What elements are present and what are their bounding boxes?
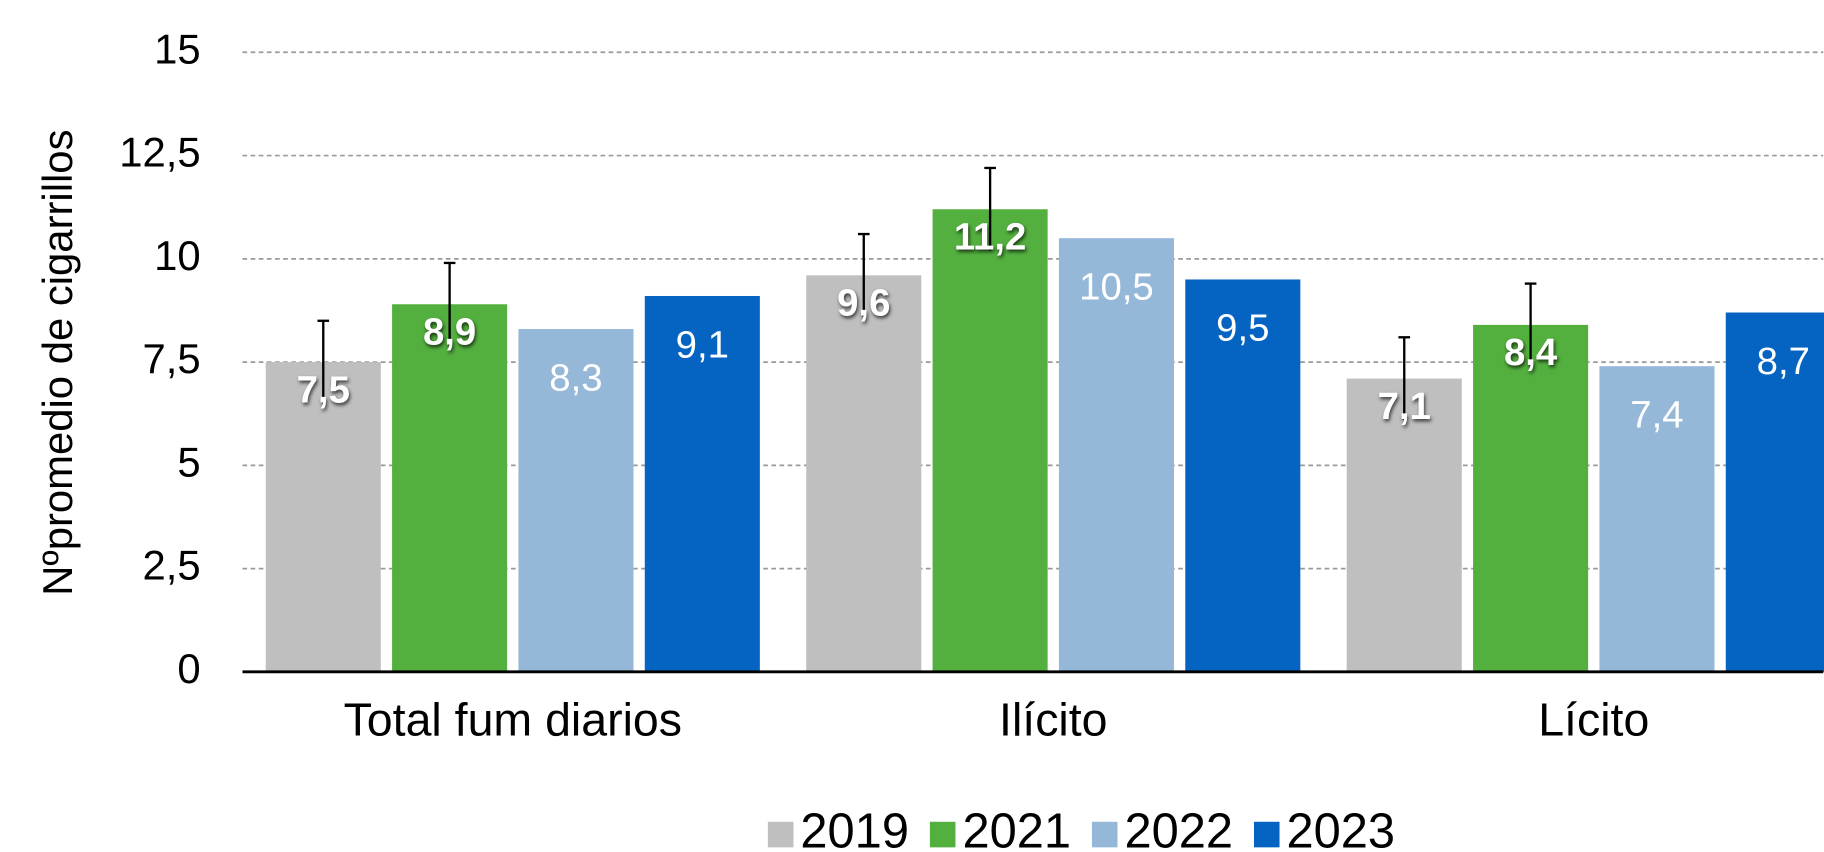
legend-swatch bbox=[767, 821, 794, 848]
value-label: 7,1 bbox=[1378, 385, 1431, 428]
value-label: 8,4 bbox=[1504, 331, 1558, 374]
y-tick-label: 2,5 bbox=[142, 542, 200, 589]
value-label: 8,3 bbox=[549, 356, 602, 399]
bar bbox=[806, 275, 922, 672]
y-tick-label: 7,5 bbox=[142, 335, 200, 382]
bar bbox=[392, 304, 508, 672]
value-label: 8,7 bbox=[1757, 340, 1810, 383]
bar bbox=[518, 329, 634, 672]
y-axis-title: Nºpromedio de cigarrillos bbox=[34, 130, 81, 596]
bar bbox=[932, 209, 1048, 672]
legend-label: 2021 bbox=[962, 804, 1071, 852]
value-label: 9,5 bbox=[1216, 307, 1269, 350]
bar bbox=[265, 362, 381, 672]
x-tick-label: Lícito bbox=[1538, 693, 1649, 745]
legend-label: 2022 bbox=[1124, 804, 1233, 852]
y-tick-label: 10 bbox=[154, 232, 201, 279]
y-tick-label: 15 bbox=[154, 25, 201, 72]
x-tick-label: Total fum diarios bbox=[344, 693, 682, 745]
bar bbox=[1473, 324, 1589, 672]
bar bbox=[1599, 366, 1715, 672]
bar bbox=[1185, 279, 1301, 672]
value-label: 9,1 bbox=[676, 323, 729, 366]
bar bbox=[1725, 312, 1824, 672]
bar bbox=[1346, 378, 1462, 672]
y-tick-label: 12,5 bbox=[119, 129, 200, 176]
legend-swatch bbox=[1253, 821, 1280, 848]
value-label: 11,2 bbox=[954, 216, 1027, 259]
bar bbox=[1058, 238, 1174, 672]
value-label: 10,5 bbox=[1079, 265, 1154, 308]
value-label: 9,6 bbox=[837, 282, 890, 325]
x-tick-label: Ilícito bbox=[999, 693, 1107, 745]
value-label: 7,5 bbox=[297, 368, 350, 411]
y-tick-label: 5 bbox=[177, 438, 200, 485]
legend-label: 2019 bbox=[800, 804, 909, 852]
legend-swatch bbox=[1091, 821, 1118, 848]
legend-label: 2023 bbox=[1287, 804, 1396, 852]
bar bbox=[644, 295, 760, 672]
y-tick-label: 0 bbox=[177, 645, 200, 692]
value-label: 8,9 bbox=[423, 311, 476, 354]
legend-swatch bbox=[929, 821, 956, 848]
value-label: 7,4 bbox=[1630, 393, 1683, 436]
